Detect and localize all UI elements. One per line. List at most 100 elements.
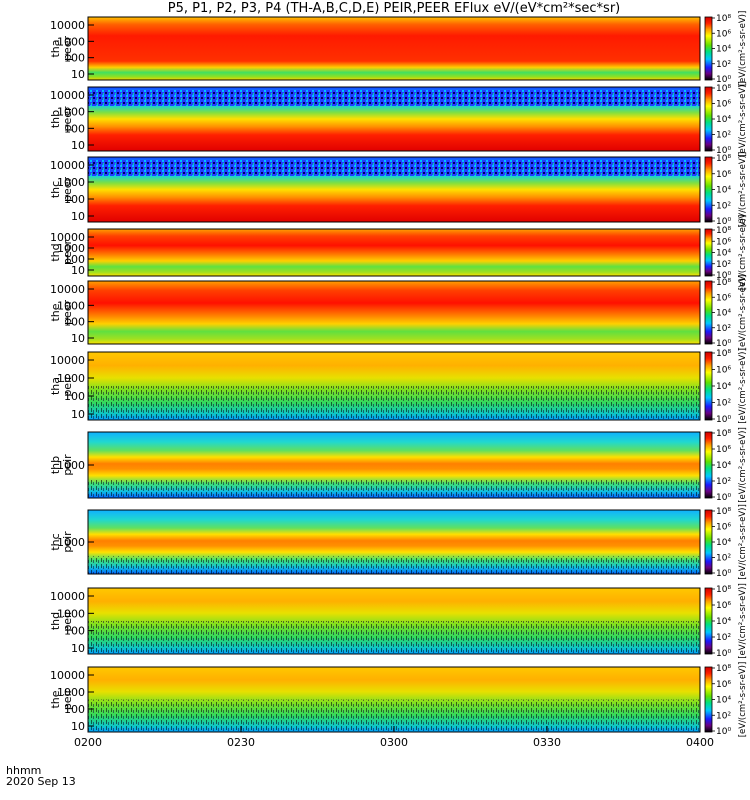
y-tick-label: 10000 [50, 231, 85, 244]
y-axis-label-species: peer [61, 240, 74, 266]
y-tick-label: 10 [71, 408, 85, 421]
y-tick-label: 10000 [50, 89, 85, 102]
panel-frame [87, 16, 701, 81]
y-axis-label-probe: thc [49, 181, 62, 198]
panel-frame [87, 351, 701, 421]
colorbar-gradient [704, 509, 713, 575]
y-axis-label-probe: thd [49, 243, 62, 261]
noise-band [88, 90, 700, 106]
y-tick-label: 10 [71, 139, 85, 152]
x-axis-label-hhmm: hhmm [6, 764, 42, 777]
colorbar-label: [eV/(cm²-s-sr-eV)] [738, 11, 748, 87]
y-tick-label: 100 [64, 193, 85, 206]
colorbar-tick-label: 10⁴ [716, 115, 731, 125]
panel-frame [87, 228, 701, 277]
colorbar-tick-label: 10⁴ [716, 309, 731, 319]
y-tick-label: 100 [64, 703, 85, 716]
colorbar: 10⁰ 10² 10⁴ 10⁶ 10⁸ [eV/(cm²-s-sr-eV)] [704, 583, 748, 659]
y-tick-label: 1000 [57, 536, 85, 549]
colorbar: 10⁰ 10² 10⁴ 10⁶ 10⁸ [eV/(cm²-s-sr-eV)] [704, 427, 748, 503]
y-tick-label: 100 [64, 625, 85, 638]
colorbar-tick-label: 10⁶ [716, 293, 731, 303]
y-axis-label-probe: thc [49, 533, 62, 550]
colorbar-gradient [704, 86, 713, 152]
y-axis-label-probe: tha [49, 39, 62, 57]
y-tick-label: 10000 [50, 354, 85, 367]
y-axis-label-species: peer [61, 106, 74, 132]
colorbar-tick-label: 10⁸ [716, 14, 731, 24]
colorbar-tick-label: 10⁸ [716, 278, 731, 288]
spectrogram-image [88, 229, 700, 276]
y-axis-label-probe: the [49, 303, 62, 321]
y-tick-label: 10 [71, 210, 85, 223]
y-axis-label-probe: thb [49, 456, 62, 474]
colorbar-tick-label: 10⁴ [716, 45, 731, 55]
spectrogram-image [88, 17, 700, 80]
colorbar-tick-label: 10⁴ [716, 382, 731, 392]
colorbar-tick-label: 10⁰ [716, 339, 731, 349]
colorbar-tick-label: 10⁸ [716, 226, 731, 236]
panel-thc-peer: 10000 1000 100 10 thc peer [49, 156, 701, 223]
y-tick-label: 10000 [50, 159, 85, 172]
noise-band [88, 479, 700, 498]
colorbar-gradient [704, 666, 713, 733]
colorbar-label: [eV/(cm²-s-sr-eV)] [738, 504, 748, 580]
panel-tha-peer: 10000 1000 100 10 tha peer [49, 16, 701, 81]
colorbar: 10⁰ 10² 10⁴ 10⁶ 10⁸ [eV/(cm²-s-sr-eV)] [704, 275, 748, 350]
colorbar-tick-label: 10² [716, 399, 731, 409]
y-axis-label-probe: the [49, 690, 62, 708]
y-tick-label: 100 [64, 253, 85, 266]
y-tick-label: 1000 [57, 459, 85, 472]
y-tick-label: 10000 [50, 19, 85, 32]
y-tick-label: 100 [64, 316, 85, 329]
noise-band [88, 386, 700, 420]
colorbar-tick-label: 10⁶ [716, 170, 731, 180]
colorbar-gradient [704, 431, 713, 499]
colorbar: 10⁰ 10² 10⁴ 10⁶ 10⁸ [eV/(cm²-s-sr-eV)] [704, 662, 748, 738]
colorbar-label: [eV/(cm²-s-sr-eV)] [738, 215, 748, 291]
colorbar-tick-label: 10⁸ [716, 154, 731, 164]
panel-the-peir: 10000 1000 100 10 the peir [49, 666, 701, 733]
y-tick-label: 100 [64, 52, 85, 65]
y-axis-label-species: peir [61, 531, 74, 553]
colorbar-tick-label: 10⁰ [716, 569, 731, 579]
panel-frame [87, 86, 701, 152]
y-tick-label: 10 [71, 264, 85, 277]
colorbar: 10⁰ 10² 10⁴ 10⁶ 10⁸ [eV/(cm²-s-sr-eV)] [704, 504, 748, 580]
panel-frame [87, 280, 701, 345]
colorbar: 10⁰ 10² 10⁴ 10⁶ 10⁸ [eV/(cm²-s-sr-eV)] [704, 348, 748, 425]
colorbar-tick-label: 10⁴ [716, 696, 731, 706]
colorbar-tick-label: 10² [716, 554, 731, 564]
y-tick-label: 100 [64, 122, 85, 135]
panel-thd-peir: 10000 1000 100 10 thd peir [49, 587, 701, 655]
y-tick-label: 10 [71, 68, 85, 81]
panel-frame [87, 156, 701, 223]
x-tick-label: 0230 [227, 736, 255, 749]
noise-band [88, 160, 700, 176]
y-axis-label-species: peer [61, 36, 74, 62]
y-tick-label: 1000 [57, 686, 85, 699]
y-tick-label: 10000 [50, 590, 85, 603]
chart-title: P5, P1, P2, P3, P4 (TH-A,B,C,D,E) PEIR,P… [167, 1, 621, 16]
y-tick-label: 10000 [50, 669, 85, 682]
colorbar-gradient [704, 16, 713, 81]
colorbar-tick-label: 10⁸ [716, 664, 731, 674]
colorbar-tick-label: 10⁸ [716, 507, 731, 517]
panel-tha-peir: 10000 1000 100 10 tha peir [49, 351, 701, 421]
colorbar-tick-label: 10² [716, 60, 731, 70]
colorbar-gradient [704, 280, 713, 345]
y-tick-label: 1000 [57, 35, 85, 48]
y-tick-label: 1000 [57, 372, 85, 385]
y-axis-label-species: peir [61, 375, 74, 397]
x-tick-label: 0330 [533, 736, 561, 749]
y-axis-label-species: peir [61, 454, 74, 476]
x-tick-label: 0200 [74, 736, 102, 749]
colorbar-label: [eV/(cm²-s-sr-eV)] [738, 427, 748, 503]
colorbar-tick-label: 10² [716, 633, 731, 643]
colorbar-tick-label: 10⁰ [716, 217, 731, 227]
colorbar-tick-label: 10⁰ [716, 727, 731, 737]
colorbar-tick-label: 10² [716, 324, 731, 334]
colorbar-label: [eV/(cm²-s-sr-eV)] [738, 662, 748, 738]
y-tick-label: 1000 [57, 106, 85, 119]
